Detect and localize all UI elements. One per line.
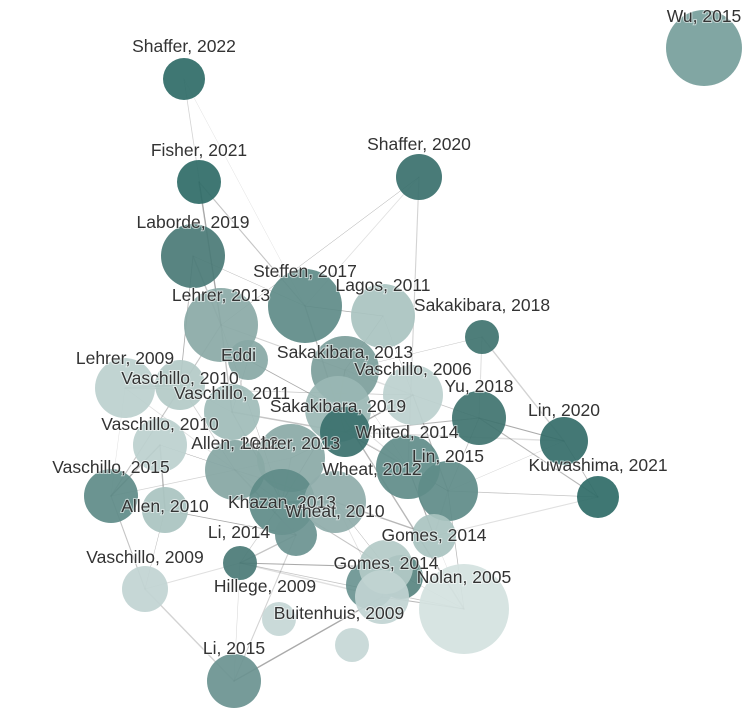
node-shaffer-2020[interactable] <box>396 154 442 200</box>
node-label-gomes-2014b: Gomes, 2014 <box>333 553 438 573</box>
node-lin-2020[interactable] <box>540 417 588 465</box>
edge-gomes-2014a-kuwashima-2021 <box>433 496 599 537</box>
unlabeled-node-0 <box>262 602 296 636</box>
node-allen-2010[interactable] <box>142 487 188 533</box>
node-label-kuwashima-2021: Kuwashima, 2021 <box>528 455 667 475</box>
node-label-whited-2014: Whited, 2014 <box>355 422 458 442</box>
node-label-fisher-2021: Fisher, 2021 <box>151 140 247 160</box>
node-nolan-2005[interactable] <box>419 564 509 654</box>
node-label-vaschillo-2009: Vaschillo, 2009 <box>86 547 203 567</box>
node-label-vaschillo-2010b: Vaschillo, 2010 <box>101 414 219 434</box>
node-label-sakakibara-2018: Sakakibara, 2018 <box>414 295 550 315</box>
node-label-buitenhuis-2009: Buitenhuis, 2009 <box>274 603 404 623</box>
node-label-sakakibara-2019: Sakakibara, 2019 <box>270 396 406 416</box>
node-whited-2014[interactable] <box>320 407 370 457</box>
node-wheat-2010[interactable] <box>304 471 366 533</box>
node-label-shaffer-2020: Shaffer, 2020 <box>367 134 471 154</box>
edge-shaffer-2020-lehrer-2013 <box>220 176 420 326</box>
node-label-lin-2020: Lin, 2020 <box>528 400 600 420</box>
node-label-gomes-2014a: Gomes, 2014 <box>381 525 486 545</box>
node-sakakibara-2018[interactable] <box>465 320 499 354</box>
node-label-yu-2018: Yu, 2018 <box>444 376 513 396</box>
label-layer: Wu, 2015 Shaffer, 2022 Fisher, 2021 Shaffer… <box>51 5 742 659</box>
node-laborde-2019[interactable] <box>161 224 225 288</box>
node-label-vaschillo-2011: Vaschillo, 2011 <box>174 383 290 403</box>
node-label-shaffer-2022: Shaffer, 2022 <box>132 36 236 56</box>
node-hillege-2009[interactable] <box>223 546 257 580</box>
node-label-li-2014: Li, 2014 <box>208 522 271 542</box>
node-label-wheat-2012: Wheat, 2012 <box>322 459 421 479</box>
node-label-lehrer-2013b: Lehrer, 2013 <box>242 433 340 453</box>
node-label-allen-2010: Allen, 2010 <box>121 496 209 516</box>
node-lehrer-2009[interactable] <box>95 358 155 418</box>
edge-shaffer-2022-steffen-2017 <box>183 78 306 307</box>
node-label-allen-2012: Allen, 2012 <box>191 433 279 453</box>
node-label-wu-2015: Wu, 2015 <box>667 6 742 26</box>
node-label-eddi: Eddi <box>221 345 256 365</box>
node-label-vaschillo-2010a: Vaschillo, 2010 <box>121 368 239 388</box>
node-label-lagos-2011: Lagos, 2011 <box>335 275 430 295</box>
node-yu-2018[interactable] <box>452 391 506 445</box>
node-wu-2015[interactable] <box>666 10 742 86</box>
node-label-vaschillo-2015: Vaschillo, 2015 <box>52 457 169 477</box>
node-vaschillo-2006[interactable] <box>383 365 443 425</box>
node-vaschillo-2015[interactable] <box>84 469 138 523</box>
node-label-lehrer-2013: Lehrer, 2013 <box>172 285 270 305</box>
node-vaschillo-2010a[interactable] <box>155 360 205 410</box>
node-label-li-2015: Li, 2015 <box>203 638 265 658</box>
node-eddi[interactable] <box>228 340 268 380</box>
node-label-wheat-2010: Wheat, 2010 <box>285 501 384 521</box>
node-label-vaschillo-2006: Vaschillo, 2006 <box>354 359 471 379</box>
node-steffen-2017[interactable] <box>268 269 342 343</box>
node-label-lin-2015: Lin, 2015 <box>412 446 484 466</box>
node-li-2014[interactable] <box>275 514 317 556</box>
node-vaschillo-2010b[interactable] <box>133 418 187 472</box>
node-shaffer-2022[interactable] <box>163 58 205 100</box>
node-allen-2012[interactable] <box>205 440 265 500</box>
node-label-lehrer-2009: Lehrer, 2009 <box>76 348 174 368</box>
node-label-khazan-2013: Khazan, 2013 <box>228 492 336 512</box>
node-gomes-2014a[interactable] <box>412 514 456 558</box>
node-label-hillege-2009: Hillege, 2009 <box>214 576 316 596</box>
node-label-laborde-2019: Laborde, 2019 <box>137 212 250 232</box>
unlabeled-node-1 <box>335 628 369 662</box>
node-vaschillo-2011[interactable] <box>204 384 260 440</box>
node-li-2015[interactable] <box>207 654 261 708</box>
edge-lin-2020-whited-2014 <box>344 431 565 442</box>
node-vaschillo-2009[interactable] <box>122 566 168 612</box>
node-kuwashima-2021[interactable] <box>577 476 619 518</box>
edge-buitenhuis-2009-li-2015 <box>233 596 383 682</box>
node-wheat-2012[interactable] <box>376 435 440 499</box>
node-label-nolan-2005: Nolan, 2005 <box>417 567 511 587</box>
node-buitenhuis-2009[interactable] <box>355 570 409 624</box>
node-fisher-2021[interactable] <box>177 160 221 204</box>
node-layer <box>84 10 742 708</box>
node-lagos-2011[interactable] <box>351 284 415 348</box>
node-label-steffen-2017: Steffen, 2017 <box>253 261 357 281</box>
node-label-sakakibara-2013: Sakakibara, 2013 <box>277 342 413 362</box>
